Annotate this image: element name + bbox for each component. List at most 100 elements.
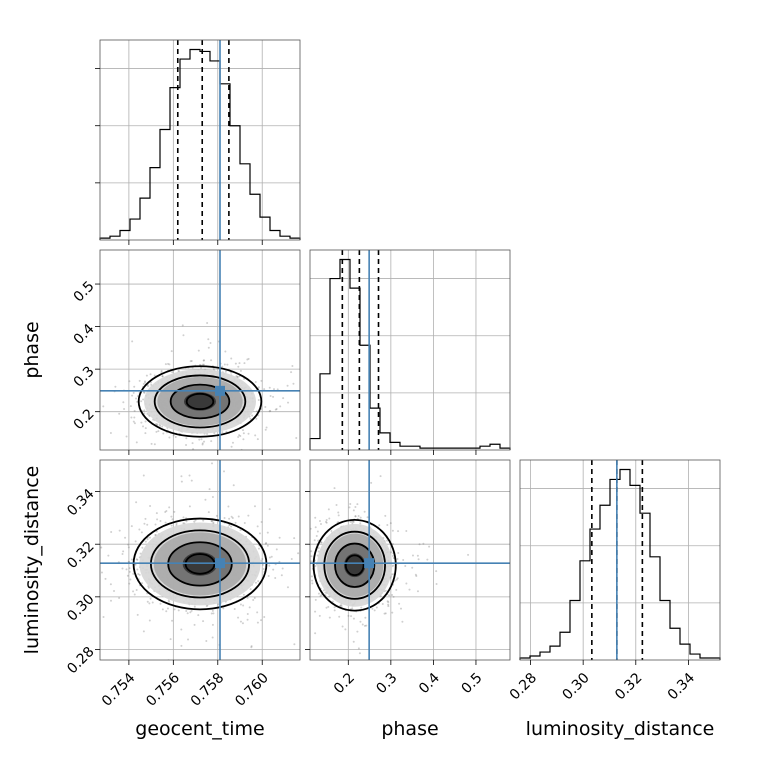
sample-point [193,452,195,454]
sample-point [191,442,194,445]
sample-point [143,391,146,394]
sample-point [396,577,399,580]
sample-point [113,589,116,592]
contour-line [312,518,397,612]
sample-point [173,510,176,513]
sample-point [238,362,241,365]
sample-point [180,480,183,483]
sample-point [230,525,233,528]
sample-point [298,578,300,580]
sample-point [314,516,317,519]
sample-point [314,526,317,529]
sample-point [253,505,256,508]
sample-point [267,574,270,577]
sample-point [352,509,355,512]
truth-marker [215,385,225,396]
sample-point [251,414,254,417]
sample-point [123,408,126,411]
sample-point [314,610,317,613]
sample-point [242,604,245,607]
sample-point [144,432,147,435]
sample-point [147,586,150,589]
sample-point [168,363,171,366]
sample-point [391,529,394,532]
sample-point [391,555,394,558]
sample-point [202,519,205,522]
sample-point [327,412,329,414]
sample-point [190,360,193,363]
sample-point [135,558,138,561]
sample-point [373,609,376,612]
sample-point [138,528,141,531]
sample-point [135,397,138,400]
sample-point [354,505,357,508]
sample-point [395,578,398,581]
sample-point [262,567,265,570]
sample-point [133,422,136,425]
scatter-cloud [84,321,329,454]
sample-point [392,556,395,559]
sample-point [363,510,366,513]
sample-point [333,609,336,612]
sample-point [208,488,211,491]
sample-point [333,606,336,609]
sample-point [324,591,327,594]
sample-point [155,512,158,515]
sample-point [417,558,420,561]
sample-point [384,612,387,615]
sample-point [237,365,240,368]
sample-point [354,515,357,518]
sample-point [274,408,277,411]
sample-point [133,385,136,388]
sample-point [359,522,362,525]
sample-point [207,338,210,341]
sample-point [138,379,141,382]
sample-point [192,448,195,450]
sample-point [211,623,214,626]
sample-point [186,612,189,615]
sample-point [181,324,184,327]
sample-point [150,442,153,445]
sample-point [297,526,299,528]
sample-point [249,588,252,591]
sample-point [325,518,328,521]
sample-point [201,363,204,366]
sample-point [197,614,200,617]
contour-line [169,383,231,420]
sample-point [134,563,137,566]
sample-point [293,537,296,540]
sample-point [185,520,188,523]
sample-point [142,474,145,477]
sample-point [144,540,147,543]
sample-point [243,526,245,528]
sample-point [350,615,353,618]
sample-point [268,508,271,511]
sample-point [172,434,175,437]
sample-point [318,520,321,523]
sample-point [360,606,363,609]
sample-point [144,380,147,383]
sample-point [323,400,325,402]
sample-point [235,375,238,378]
sample-point [107,554,110,557]
sample-point [416,554,419,557]
sample-point [320,541,323,544]
sample-point [72,595,74,597]
sample-point [265,541,268,544]
sample-point [263,616,266,619]
sample-point [310,575,313,578]
sample-point [268,556,271,559]
sample-point [84,398,86,400]
sample-point [238,434,241,437]
sample-point [165,610,168,613]
sample-point [155,422,158,425]
sample-point [282,397,285,400]
sample-point [234,521,237,524]
sample-point [185,437,188,440]
sample-point [159,520,162,523]
sample-point [291,364,294,367]
sample-point [379,475,382,478]
sample-point [260,520,263,523]
sample-point [269,409,272,412]
sample-point [171,518,174,521]
